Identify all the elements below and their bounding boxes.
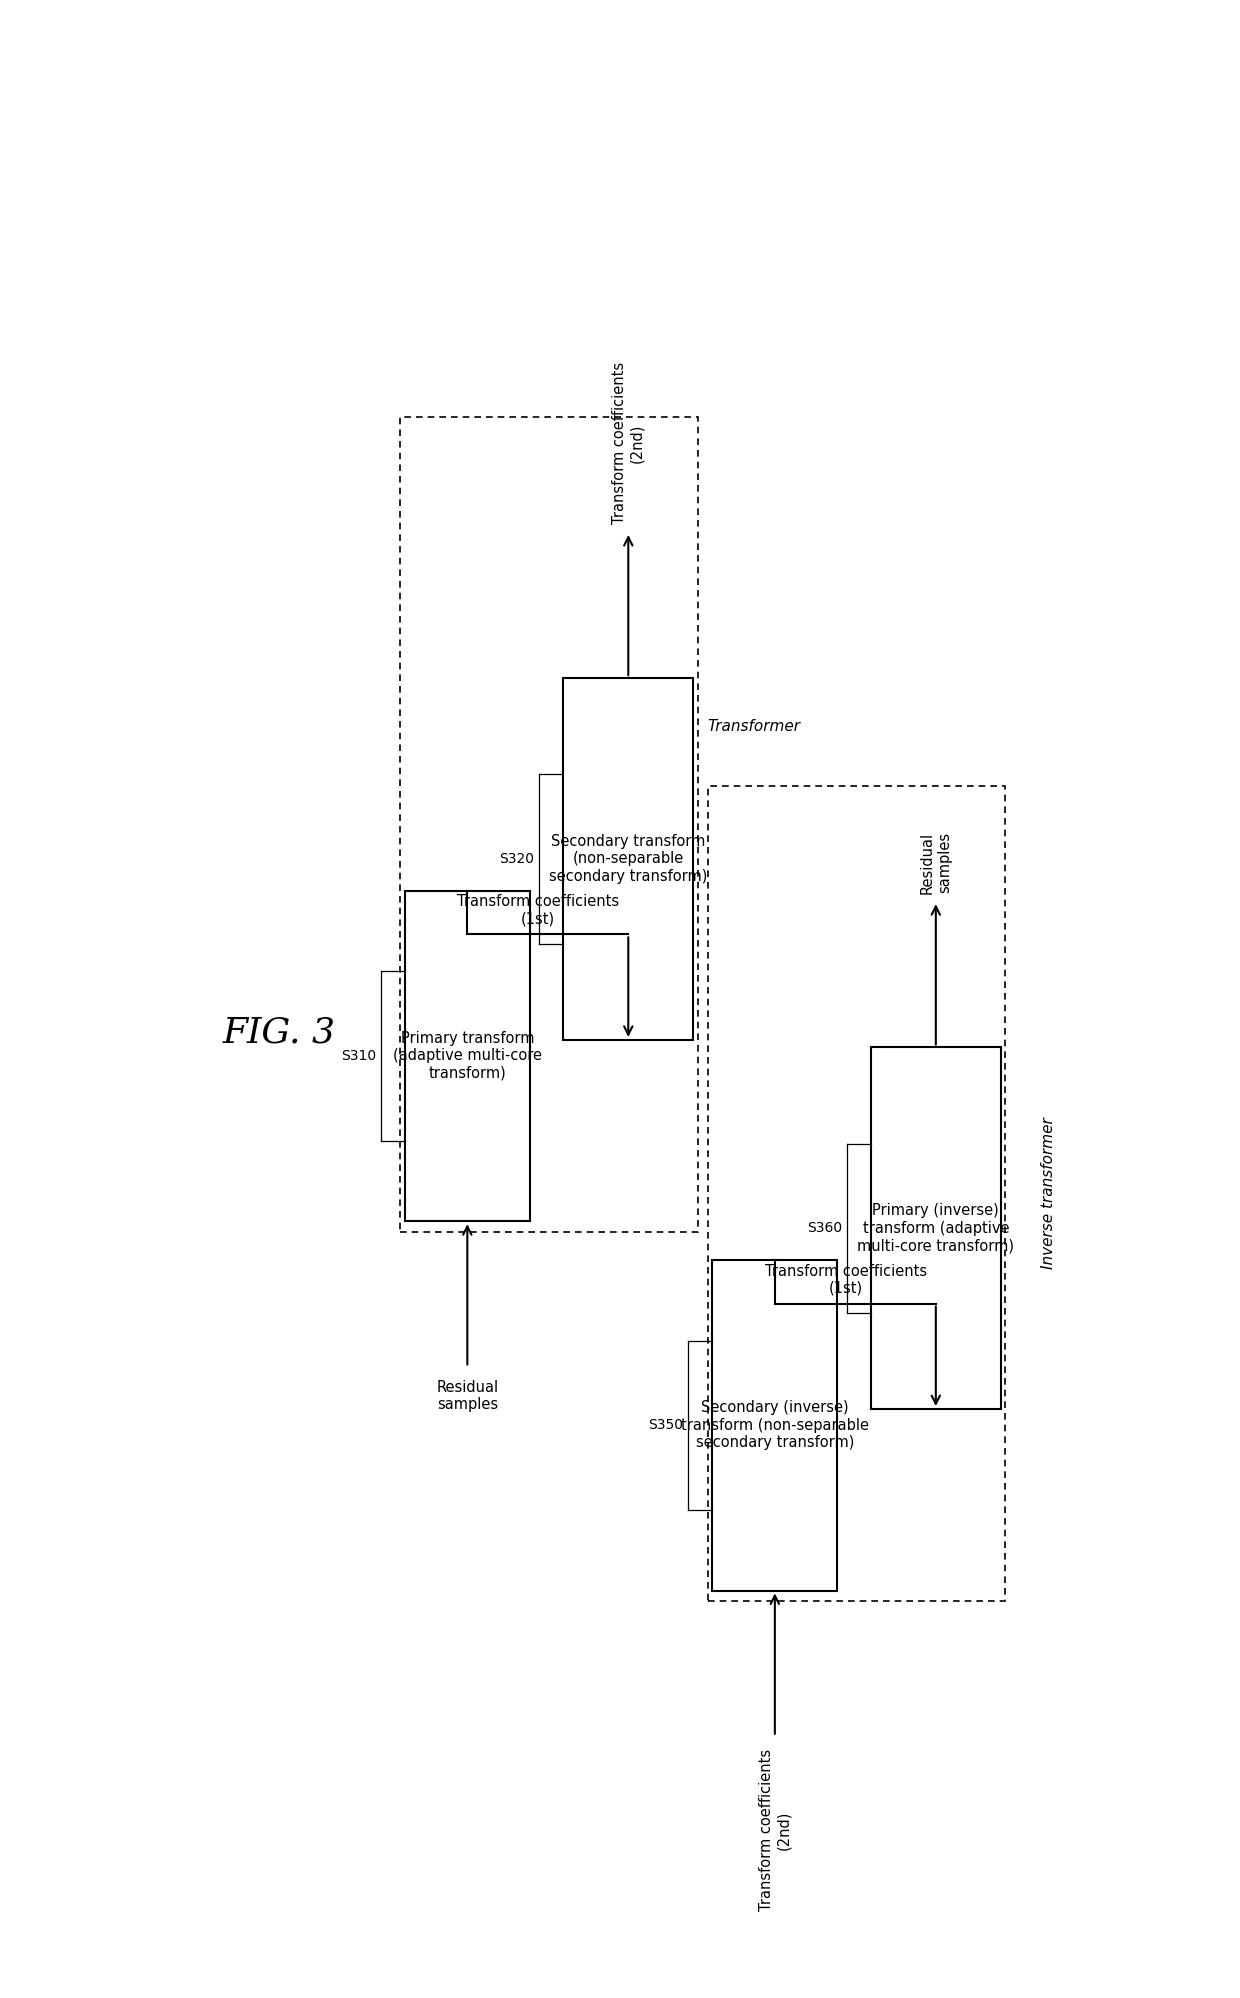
- Bar: [404, 891, 529, 1221]
- Text: Secondary (inverse)
transform (non-separable
secondary transform): Secondary (inverse) transform (non-separ…: [681, 1401, 869, 1451]
- Text: S360: S360: [807, 1221, 842, 1235]
- Text: Secondary transform
(non-separable
secondary transform): Secondary transform (non-separable secon…: [549, 833, 708, 883]
- Text: Transform coefficients
(2nd): Transform coefficients (2nd): [613, 362, 645, 523]
- Text: Residual
samples: Residual samples: [920, 831, 952, 893]
- Bar: [401, 418, 698, 1233]
- Text: Transform coefficients
(2nd): Transform coefficients (2nd): [759, 1748, 791, 1912]
- Bar: [708, 785, 1006, 1600]
- Text: Inverse transformer: Inverse transformer: [1042, 1117, 1056, 1269]
- Text: Primary (inverse)
transform (adaptive
multi-core transform): Primary (inverse) transform (adaptive mu…: [857, 1203, 1014, 1253]
- Text: Residual
samples: Residual samples: [436, 1381, 498, 1413]
- Bar: [563, 677, 693, 1039]
- Text: Transformer: Transformer: [708, 719, 801, 733]
- Text: S310: S310: [341, 1049, 376, 1063]
- Bar: [712, 1261, 837, 1590]
- Text: S320: S320: [500, 851, 534, 865]
- Bar: [870, 1047, 1001, 1409]
- Text: FIG. 3: FIG. 3: [222, 1015, 335, 1049]
- Text: Primary transform
(adaptive multi-core
transform): Primary transform (adaptive multi-core t…: [393, 1031, 542, 1081]
- Text: S350: S350: [649, 1419, 683, 1433]
- Text: Transform coefficients
(1st): Transform coefficients (1st): [458, 895, 619, 927]
- Text: Transform coefficients
(1st): Transform coefficients (1st): [765, 1263, 926, 1297]
